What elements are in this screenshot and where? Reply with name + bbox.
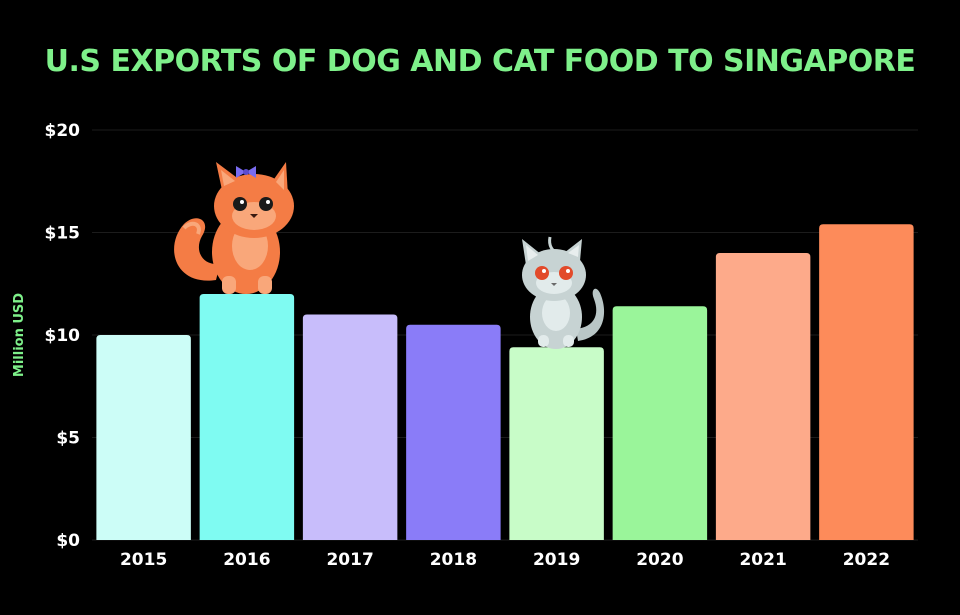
x-tick-label: 2016 (223, 550, 270, 570)
y-axis-label: Million USD (12, 293, 27, 377)
bar-2019 (509, 347, 604, 540)
grey-cat-illustration (522, 236, 605, 349)
bar-2018 (406, 324, 501, 540)
x-tick-label: 2021 (739, 550, 786, 570)
x-tick-label: 2015 (120, 550, 167, 570)
x-tick-label: 2022 (843, 550, 890, 570)
bar-2017 (302, 314, 398, 540)
orange-cat-illustration (174, 162, 294, 294)
y-tick-label: $0 (56, 531, 80, 551)
x-tick-label: 2019 (533, 550, 580, 570)
y-tick-label: $5 (56, 429, 80, 449)
y-tick-label: $10 (45, 326, 81, 346)
bars (96, 224, 914, 541)
x-tick-label: 2020 (636, 550, 683, 570)
y-axis-ticks: $0 $5 $10 $15 $20 (45, 121, 81, 551)
bar-2020 (612, 306, 708, 540)
y-tick-label: $20 (45, 121, 81, 141)
bar-2022 (819, 224, 914, 541)
y-tick-label: $15 (45, 224, 81, 244)
x-tick-label: 2018 (430, 550, 477, 570)
x-axis-ticks: 2015 2016 2017 2018 2019 2020 2021 2022 (120, 550, 890, 570)
chart-title: U.S EXPORTS OF DOG AND CAT FOOD TO SINGA… (44, 44, 916, 79)
bar-2021 (715, 253, 811, 540)
x-tick-label: 2017 (326, 550, 373, 570)
bar-2016 (199, 294, 295, 540)
bar-2015 (96, 335, 191, 540)
